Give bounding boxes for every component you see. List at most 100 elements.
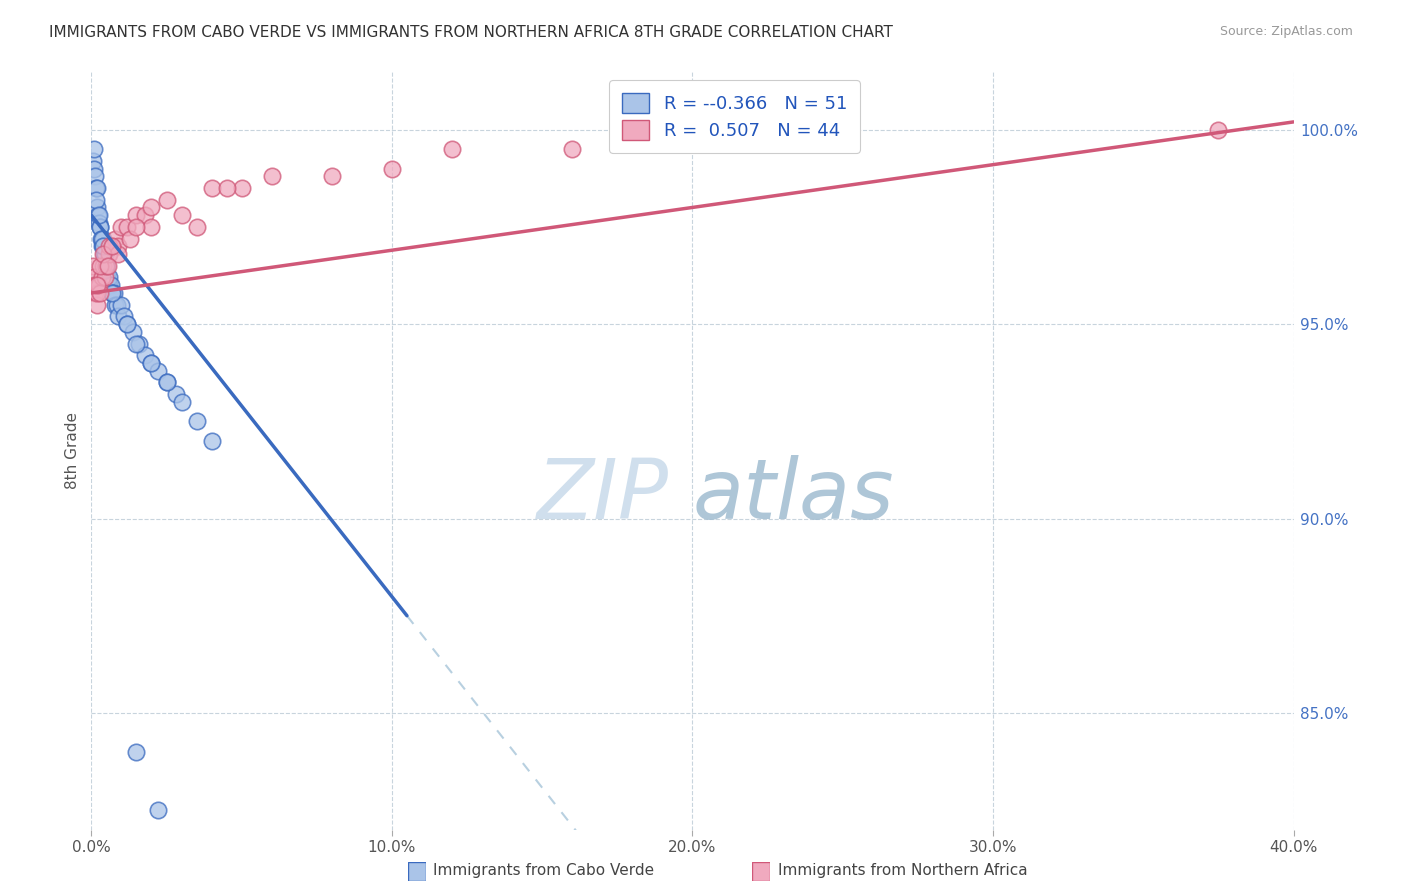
Point (105, 298, 128, 312)
Point (84, 285, 107, 300)
Point (97, 259, 120, 273)
Point (91, 231, 114, 245)
Point (104, 231, 127, 245)
Point (134, 348, 156, 362)
Point (125, 208, 148, 222)
Point (107, 239, 129, 253)
Point (120, 231, 142, 245)
Point (90, 231, 112, 245)
Point (114, 310, 136, 324)
Point (87, 216, 110, 230)
Point (201, 434, 224, 448)
Point (98, 270, 121, 285)
Point (146, 364, 169, 378)
Point (101, 285, 124, 300)
Point (89, 219, 111, 234)
Point (186, 219, 208, 234)
Text: Immigrants from Northern Africa: Immigrants from Northern Africa (778, 863, 1028, 878)
Point (83, 142, 105, 156)
Point (125, 745, 148, 759)
Point (170, 208, 193, 222)
Point (155, 376, 177, 390)
Point (84, 181, 107, 195)
Point (100, 278, 122, 293)
Point (141, 201, 163, 215)
Point (89, 219, 111, 234)
Text: IMMIGRANTS FROM CABO VERDE VS IMMIGRANTS FROM NORTHERN AFRICA 8TH GRADE CORRELAT: IMMIGRANTS FROM CABO VERDE VS IMMIGRANTS… (49, 25, 893, 40)
Point (117, 317, 139, 331)
Point (101, 285, 124, 300)
Point (134, 208, 156, 222)
Point (93, 239, 115, 253)
Point (82, 153, 104, 168)
Point (561, 142, 583, 156)
Point (94, 259, 117, 273)
Point (86, 278, 108, 293)
Text: ZIP: ZIP (537, 456, 668, 536)
Legend: R = --0.366   N = 51, R =  0.507   N = 44: R = --0.366 N = 51, R = 0.507 N = 44 (609, 80, 859, 153)
Point (83, 161, 105, 176)
Point (101, 239, 124, 253)
Point (98, 247, 121, 261)
Point (84, 169, 107, 184)
Point (107, 247, 129, 261)
Point (155, 376, 177, 390)
Point (93, 247, 115, 261)
Point (165, 387, 187, 401)
Point (82, 259, 104, 273)
Point (110, 219, 132, 234)
Text: Immigrants from Cabo Verde: Immigrants from Cabo Verde (433, 863, 654, 878)
Point (201, 181, 224, 195)
Point (141, 219, 163, 234)
Point (90, 270, 112, 285)
Point (90, 231, 112, 245)
Point (96, 270, 118, 285)
Point (117, 219, 139, 234)
Point (231, 181, 253, 195)
Point (122, 325, 145, 339)
Point (83, 278, 105, 293)
Point (117, 317, 139, 331)
Point (93, 259, 115, 273)
Point (93, 247, 115, 261)
Text: Source: ZipAtlas.com: Source: ZipAtlas.com (1219, 25, 1353, 38)
Point (87, 208, 110, 222)
Point (128, 336, 150, 351)
Point (87, 208, 110, 222)
Point (86, 298, 108, 312)
Point (110, 298, 132, 312)
Point (321, 169, 343, 184)
Point (89, 259, 111, 273)
Point (83, 270, 105, 285)
Point (260, 169, 283, 184)
Point (186, 414, 208, 428)
Point (381, 161, 404, 176)
Point (146, 803, 169, 817)
Point (84, 278, 107, 293)
Point (84, 193, 107, 207)
Point (86, 181, 108, 195)
Point (170, 395, 193, 409)
Y-axis label: 8th Grade: 8th Grade (65, 412, 80, 489)
Point (86, 201, 108, 215)
Point (96, 259, 118, 273)
Point (87, 278, 110, 293)
Point (141, 356, 163, 370)
Point (97, 278, 120, 293)
Text: atlas: atlas (692, 456, 894, 536)
Point (101, 239, 124, 253)
Point (215, 181, 238, 195)
Point (125, 219, 148, 234)
Point (441, 142, 464, 156)
Point (96, 259, 118, 273)
Point (125, 336, 148, 351)
Point (97, 278, 120, 293)
Point (155, 193, 177, 207)
Point (103, 285, 125, 300)
Point (104, 298, 127, 312)
Point (94, 270, 117, 285)
Point (89, 285, 111, 300)
Point (94, 247, 117, 261)
Point (141, 356, 163, 370)
Point (1208, 122, 1230, 136)
